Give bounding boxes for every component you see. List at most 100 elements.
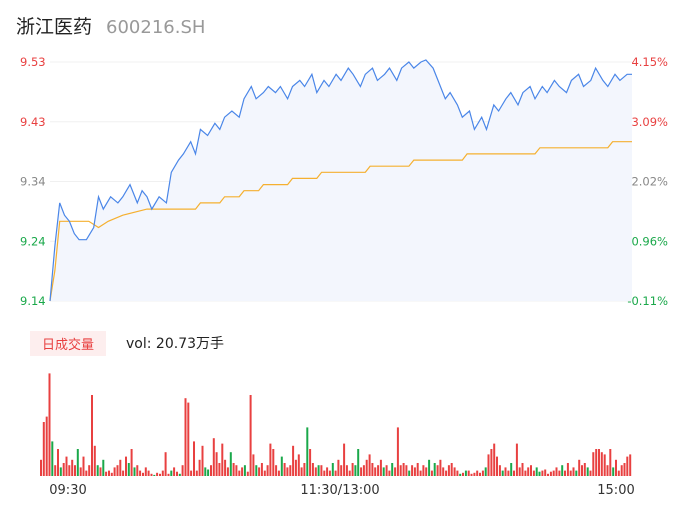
volume-bar — [481, 470, 484, 476]
volume-bar — [501, 470, 504, 476]
price-line — [49, 59, 632, 302]
volume-bar — [184, 398, 187, 476]
volume-bar — [51, 441, 54, 476]
volume-bar — [190, 470, 193, 476]
volume-bar — [201, 445, 204, 476]
volume-bar — [357, 449, 360, 476]
volume-bar — [405, 465, 408, 476]
volume-bar — [445, 470, 448, 476]
percent-axis-right: 4.15% 3.09% 2.02% 0.96% -0.11% — [627, 55, 668, 308]
volume-bar — [255, 465, 258, 476]
volume-bar — [552, 470, 555, 476]
volume-bar — [79, 467, 82, 476]
volume-bar — [430, 470, 433, 476]
volume-bar — [521, 463, 524, 476]
volume-bar — [612, 467, 615, 476]
volume-bar — [57, 449, 59, 476]
volume-bar — [68, 465, 71, 476]
volume-bar — [193, 441, 195, 476]
volume-bar — [122, 470, 125, 476]
volume-bar — [224, 459, 227, 476]
volume-bar — [629, 454, 632, 476]
time-axis: 09:30 11:30/13:00 15:00 — [49, 483, 634, 498]
volume-bar — [156, 472, 159, 476]
volume-bar — [351, 463, 354, 476]
volume-bar — [379, 459, 382, 476]
volume-bar — [416, 463, 419, 476]
volume-bar — [96, 465, 99, 476]
volume-bar — [178, 473, 181, 476]
volume-bar — [581, 465, 583, 476]
volume-bar — [600, 452, 603, 476]
volume-bar — [473, 472, 476, 476]
volume-bar — [436, 465, 439, 476]
volume-bar — [311, 463, 314, 476]
volume-bar — [572, 467, 575, 476]
volume-bar — [507, 470, 510, 476]
volume-bar — [524, 470, 527, 476]
average-price-line — [49, 141, 632, 302]
volume-bar — [456, 470, 459, 476]
volume-bar — [226, 467, 229, 476]
volume-bar — [544, 469, 547, 476]
volume-bar — [113, 467, 116, 476]
volume-bar — [547, 473, 549, 476]
volume-bar — [62, 463, 65, 476]
volume-bar — [93, 445, 96, 476]
volume-bar — [142, 472, 144, 476]
volume-bar — [626, 456, 629, 476]
volume-bar — [433, 463, 436, 476]
volume-tab[interactable]: 日成交量 — [30, 330, 107, 356]
volume-bar — [198, 459, 201, 476]
volume-bar — [221, 443, 224, 476]
volume-bar — [207, 469, 210, 476]
volume-legend: 日成交量 vol: 20.73万手 — [30, 330, 224, 356]
volume-bar — [365, 459, 368, 476]
volume-bar — [586, 467, 589, 476]
volume-bar — [314, 467, 317, 476]
volume-bar — [167, 473, 170, 476]
volume-bar — [235, 465, 238, 476]
price-tick-label: 9.14 — [20, 294, 46, 308]
volume-bar — [564, 470, 566, 476]
volume-bar — [326, 467, 329, 476]
volume-bar — [110, 472, 113, 476]
volume-bar — [442, 467, 445, 476]
volume-bar — [399, 465, 402, 476]
volume-bar — [558, 470, 561, 476]
volume-bar — [402, 463, 405, 476]
volume-bar — [136, 465, 139, 476]
volume-bar — [360, 467, 363, 476]
volume-bar — [105, 471, 108, 476]
percent-tick-label: 3.09% — [631, 115, 668, 129]
volume-bar — [498, 465, 501, 476]
price-area — [50, 60, 632, 301]
volume-bar — [277, 470, 280, 476]
volume-bar — [195, 470, 198, 476]
volume-bar — [513, 470, 515, 476]
volume-bar — [555, 467, 558, 476]
volume-bar — [566, 463, 569, 476]
price-tick-label: 9.43 — [20, 115, 46, 129]
stock-header: 浙江医药 600216.SH — [16, 12, 205, 40]
volume-bar — [91, 395, 93, 476]
volume-bar — [388, 470, 391, 476]
volume-bar — [306, 427, 309, 476]
volume-bar — [459, 473, 462, 476]
volume-bar — [212, 438, 215, 476]
volume-bar — [153, 474, 156, 476]
volume-bar — [479, 472, 481, 476]
volume-bar — [348, 470, 351, 476]
volume-bar — [561, 465, 564, 476]
percent-tick-label: -0.11% — [627, 294, 668, 308]
volume-bar — [467, 470, 470, 476]
volume-bar — [181, 465, 184, 476]
volume-bar — [127, 463, 130, 476]
volume-bar — [320, 465, 323, 476]
volume-bar — [119, 459, 122, 476]
volume-bar — [362, 465, 365, 476]
volume-bar — [241, 467, 244, 476]
volume-bar — [603, 454, 606, 476]
volume-bar — [515, 443, 518, 476]
